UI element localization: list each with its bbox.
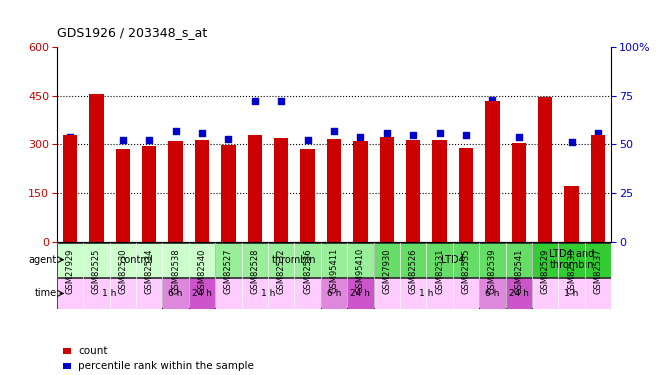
Bar <box>116 149 130 242</box>
Bar <box>57 278 162 309</box>
Bar <box>168 141 183 242</box>
Bar <box>459 148 473 242</box>
Point <box>223 135 234 141</box>
Bar <box>479 278 506 309</box>
Bar <box>432 140 447 242</box>
Bar <box>485 100 500 242</box>
Bar <box>215 278 321 309</box>
Bar <box>327 138 341 242</box>
Point <box>65 134 75 140</box>
Bar <box>373 278 479 309</box>
Text: time: time <box>35 288 57 298</box>
Text: LTD4: LTD4 <box>441 255 465 265</box>
Point <box>170 128 181 134</box>
Text: GDS1926 / 203348_s_at: GDS1926 / 203348_s_at <box>57 26 207 39</box>
Bar <box>63 135 77 242</box>
Text: LTD4 and
thrombin: LTD4 and thrombin <box>549 249 595 270</box>
Text: 6 h: 6 h <box>327 289 341 298</box>
Bar <box>57 243 215 277</box>
Bar <box>274 138 289 242</box>
Text: 24 h: 24 h <box>509 289 529 298</box>
Point <box>91 96 102 102</box>
Point <box>461 132 472 138</box>
Point <box>408 132 419 138</box>
Bar <box>564 186 579 242</box>
Text: 24 h: 24 h <box>192 289 212 298</box>
Bar <box>591 135 605 242</box>
Bar <box>353 141 367 242</box>
Bar <box>248 135 262 242</box>
Bar <box>532 243 611 277</box>
Bar <box>347 278 373 309</box>
Point <box>487 96 498 102</box>
Bar <box>215 243 373 277</box>
Bar <box>379 137 394 242</box>
Point <box>329 128 339 134</box>
Text: control: control <box>119 255 153 265</box>
Bar <box>221 145 236 242</box>
Bar <box>406 140 420 242</box>
Bar <box>532 278 611 309</box>
Text: 1 h: 1 h <box>564 289 578 298</box>
Text: 6 h: 6 h <box>168 289 183 298</box>
Text: 24 h: 24 h <box>351 289 370 298</box>
Point <box>144 138 154 144</box>
Text: count: count <box>78 346 108 356</box>
Point <box>566 140 577 146</box>
Text: percentile rank within the sample: percentile rank within the sample <box>78 361 254 371</box>
Bar <box>321 278 347 309</box>
Bar <box>195 141 209 242</box>
Text: 1 h: 1 h <box>420 289 434 298</box>
Point <box>276 99 287 105</box>
Point <box>381 130 392 136</box>
Text: 6 h: 6 h <box>485 289 500 298</box>
Point <box>434 130 445 136</box>
Point <box>302 138 313 144</box>
Bar <box>162 278 189 309</box>
Point <box>593 130 603 136</box>
Bar <box>538 97 552 242</box>
Bar <box>301 149 315 242</box>
Text: agent: agent <box>29 255 57 265</box>
Bar <box>189 278 215 309</box>
Point <box>196 130 207 136</box>
Text: 1 h: 1 h <box>261 289 275 298</box>
Point <box>540 96 550 102</box>
Text: 1 h: 1 h <box>102 289 117 298</box>
Text: thrombin: thrombin <box>272 255 317 265</box>
Bar <box>142 146 156 242</box>
Bar <box>89 94 104 242</box>
Point <box>249 99 260 105</box>
Point <box>118 138 128 144</box>
Point <box>514 134 524 140</box>
Bar <box>373 243 532 277</box>
Point <box>355 134 366 140</box>
Bar <box>512 143 526 242</box>
Bar <box>506 278 532 309</box>
